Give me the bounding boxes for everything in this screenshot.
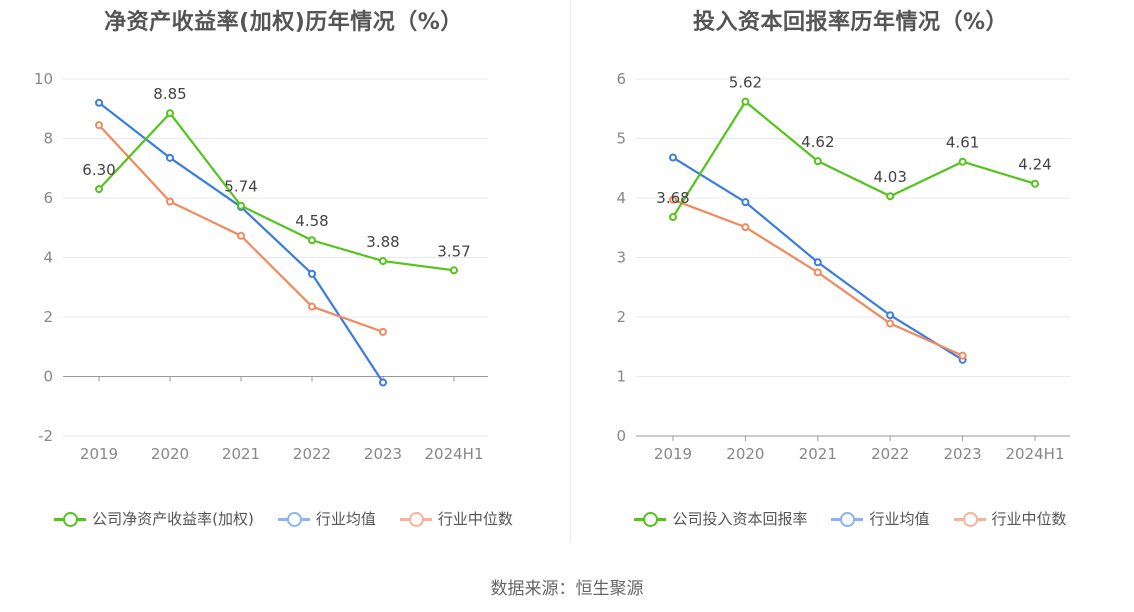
legend-label: 公司投入资本回报率 bbox=[672, 510, 808, 528]
legend-swatch-green-icon bbox=[634, 511, 667, 527]
data-label: 5.62 bbox=[729, 74, 762, 92]
x-tick-label: 2023 bbox=[944, 445, 982, 463]
y-tick-label: 0 bbox=[616, 427, 626, 445]
data-label: 4.24 bbox=[1018, 156, 1051, 174]
data-label: 3.57 bbox=[437, 242, 470, 260]
data-label: 8.85 bbox=[153, 85, 186, 103]
data-label: 6.30 bbox=[82, 161, 115, 179]
x-tick-label: 2023 bbox=[364, 445, 402, 463]
legend-item-company-roe[interactable]: 公司净资产收益率(加权) bbox=[54, 508, 254, 529]
legend-swatch-orange-icon bbox=[953, 511, 986, 527]
data-point bbox=[166, 197, 174, 206]
x-tick-label: 2024H1 bbox=[1006, 445, 1065, 463]
legend-label: 行业均值 bbox=[315, 510, 376, 528]
data-point bbox=[237, 201, 245, 210]
data-point bbox=[886, 319, 895, 328]
x-tick-label: 2022 bbox=[871, 445, 909, 463]
data-point bbox=[308, 269, 316, 278]
data-label: 4.58 bbox=[295, 212, 328, 230]
data-point bbox=[379, 327, 387, 336]
data-point bbox=[813, 157, 822, 166]
data-point bbox=[958, 351, 967, 360]
data-point bbox=[886, 311, 895, 320]
legend-item-industry-avg[interactable]: 行业均值 bbox=[277, 508, 376, 529]
roe-chart-plot: -2 0 2 4 6 8 10 2019 2020 2021 2022 2023 2024H1 6.30 8… bbox=[34, 70, 488, 463]
data-label: 3.68 bbox=[656, 189, 689, 207]
x-tick-label: 2021 bbox=[799, 445, 837, 463]
y-tick-label: -2 bbox=[38, 427, 53, 445]
y-tick-label: 10 bbox=[34, 70, 53, 88]
data-point bbox=[1031, 179, 1039, 188]
data-point bbox=[95, 185, 103, 194]
roic-chart-plot: 0 1 2 3 4 5 6 2019 2020 2021 2022 2023 2024H1 3.68 5.6… bbox=[616, 70, 1070, 463]
data-label: 4.62 bbox=[801, 133, 834, 151]
data-source: 数据来源：恒生聚源 bbox=[490, 579, 644, 599]
data-point bbox=[958, 157, 967, 166]
legend-swatch-blue-icon bbox=[277, 511, 310, 527]
data-label: 4.61 bbox=[946, 134, 979, 152]
x-tick-label: 2022 bbox=[293, 445, 331, 463]
y-tick-label: 4 bbox=[43, 249, 53, 267]
data-label: 5.74 bbox=[224, 178, 257, 196]
x-tick-label: 2019 bbox=[80, 445, 118, 463]
legend-label: 行业均值 bbox=[869, 510, 930, 528]
y-tick-label: 0 bbox=[43, 368, 53, 386]
data-point bbox=[166, 153, 174, 162]
data-point bbox=[669, 153, 677, 162]
data-label: 4.03 bbox=[873, 168, 906, 186]
data-point bbox=[450, 266, 458, 275]
data-point bbox=[741, 97, 750, 106]
roe-chart-title: 净资产收益率(加权)历年情况（%） bbox=[104, 10, 463, 35]
legend-label: 公司净资产收益率(加权) bbox=[92, 510, 254, 528]
data-point bbox=[669, 213, 677, 222]
data-point bbox=[741, 223, 750, 232]
data-point bbox=[741, 198, 750, 207]
legend-label: 行业中位数 bbox=[991, 510, 1067, 528]
legend-item-industry-median[interactable]: 行业中位数 bbox=[399, 508, 513, 529]
data-label: 3.88 bbox=[366, 233, 399, 251]
legend-swatch-orange-icon bbox=[399, 511, 432, 527]
y-tick-label: 8 bbox=[43, 130, 53, 148]
data-point bbox=[95, 121, 103, 130]
data-point bbox=[669, 195, 677, 204]
roe-legend: 公司净资产收益率(加权) 行业均值 行业中位数 bbox=[0, 508, 567, 529]
legend-item-company-roic[interactable]: 公司投入资本回报率 bbox=[634, 508, 807, 529]
data-point bbox=[166, 109, 174, 118]
data-point bbox=[308, 302, 316, 311]
y-tick-label: 4 bbox=[616, 189, 626, 207]
roic-legend: 公司投入资本回报率 行业均值 行业中位数 bbox=[567, 508, 1134, 529]
legend-swatch-blue-icon bbox=[831, 511, 864, 527]
legend-item-industry-avg[interactable]: 行业均值 bbox=[831, 508, 930, 529]
data-point bbox=[308, 236, 316, 245]
series-line bbox=[98, 112, 455, 272]
legend-item-industry-median[interactable]: 行业中位数 bbox=[953, 508, 1067, 529]
data-point bbox=[237, 231, 245, 240]
roic-chart-title: 投入资本回报率历年情况（%） bbox=[692, 10, 1009, 35]
y-tick-label: 2 bbox=[616, 308, 626, 326]
roe-chart-panel: 净资产收益率(加权)历年情况（%） -2 0 2 4 6 8 10 2019 2020 2021 2… bbox=[0, 0, 567, 560]
y-tick-label: 6 bbox=[43, 189, 53, 207]
data-point bbox=[813, 268, 822, 277]
series-line bbox=[672, 100, 1036, 218]
legend-swatch-green-icon bbox=[54, 511, 87, 527]
series-line bbox=[98, 124, 384, 333]
y-tick-label: 5 bbox=[616, 130, 626, 148]
data-point bbox=[379, 378, 387, 387]
y-tick-label: 1 bbox=[616, 368, 626, 386]
legend-label: 行业中位数 bbox=[437, 510, 513, 528]
data-point bbox=[95, 98, 103, 107]
y-tick-label: 3 bbox=[616, 249, 626, 267]
y-tick-label: 2 bbox=[43, 308, 53, 326]
panel-divider bbox=[570, 0, 571, 542]
x-tick-label: 2020 bbox=[151, 445, 189, 463]
data-point bbox=[886, 192, 895, 201]
data-point bbox=[813, 258, 822, 267]
data-point bbox=[379, 257, 387, 266]
roic-chart-panel: 投入资本回报率历年情况（%） 0 1 2 3 4 5 6 2019 2020 2021 2022 20… bbox=[567, 0, 1134, 560]
x-tick-label: 2021 bbox=[222, 445, 260, 463]
x-tick-label: 2019 bbox=[654, 445, 692, 463]
x-tick-label: 2020 bbox=[726, 445, 764, 463]
x-tick-label: 2024H1 bbox=[425, 445, 484, 463]
y-tick-label: 6 bbox=[616, 70, 626, 88]
